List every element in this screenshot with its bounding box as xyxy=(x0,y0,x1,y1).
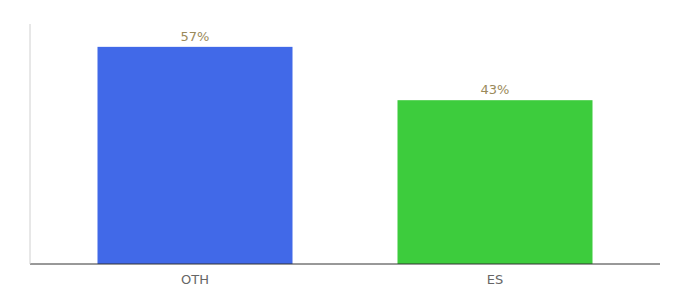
chart-container: 57% OTH 43% ES xyxy=(0,0,680,300)
x-tick-label: OTH xyxy=(181,272,209,287)
x-tick-label: ES xyxy=(487,272,503,287)
bars xyxy=(98,47,593,264)
bar xyxy=(398,100,593,264)
bar xyxy=(98,47,293,264)
chart: 57% OTH 43% ES xyxy=(0,0,680,300)
y-axis-line xyxy=(30,24,31,264)
data-label: 57% xyxy=(181,29,210,44)
data-label: 43% xyxy=(481,82,510,97)
x-axis-line xyxy=(30,264,660,265)
